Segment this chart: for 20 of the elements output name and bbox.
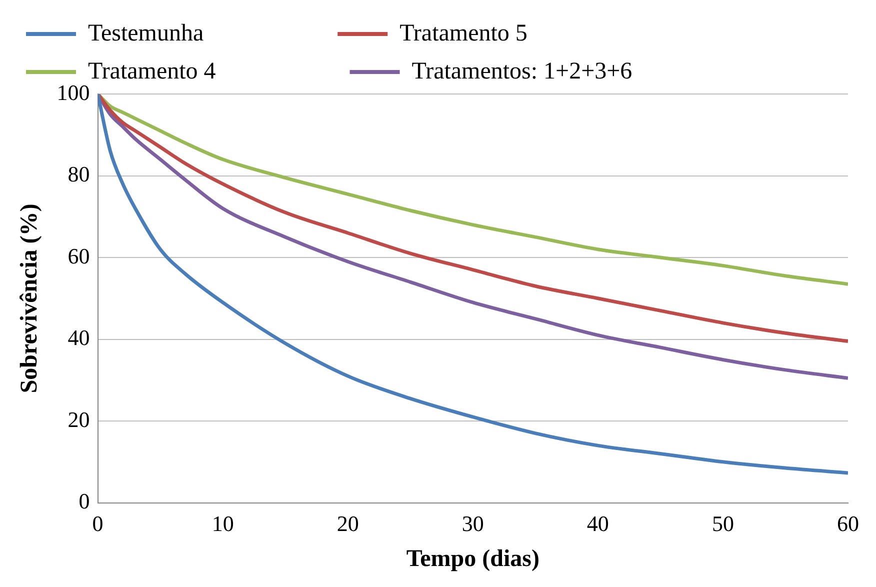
legend-label: Tratamento 5 — [400, 20, 648, 46]
x-tick-label: 40 — [586, 510, 609, 536]
legend-label: Tratamentos: 1+2+3+6 — [412, 58, 752, 84]
x-tick-label: 30 — [462, 510, 484, 536]
y-tick-label: 20 — [68, 406, 90, 432]
legend-label: Testemunha — [88, 20, 324, 46]
legend-label: Tratamento 4 — [88, 58, 336, 84]
x-axis-title: Tempo (dias) — [406, 546, 540, 572]
y-tick-label: 100 — [56, 80, 90, 105]
x-tick-label: 50 — [712, 510, 734, 536]
x-tick-label: 10 — [212, 510, 234, 536]
line-series — [98, 94, 848, 475]
line-series — [98, 94, 848, 286]
y-tick-label: 0 — [78, 488, 90, 514]
y-tick-label: 80 — [68, 162, 90, 187]
y-tick-label: 60 — [68, 243, 90, 268]
y-axis-title: Sobrevivência (%) — [16, 204, 43, 394]
x-tick-label: 20 — [336, 510, 359, 536]
x-tick-label: 60 — [837, 510, 859, 536]
y-tick-label: 40 — [68, 325, 90, 350]
